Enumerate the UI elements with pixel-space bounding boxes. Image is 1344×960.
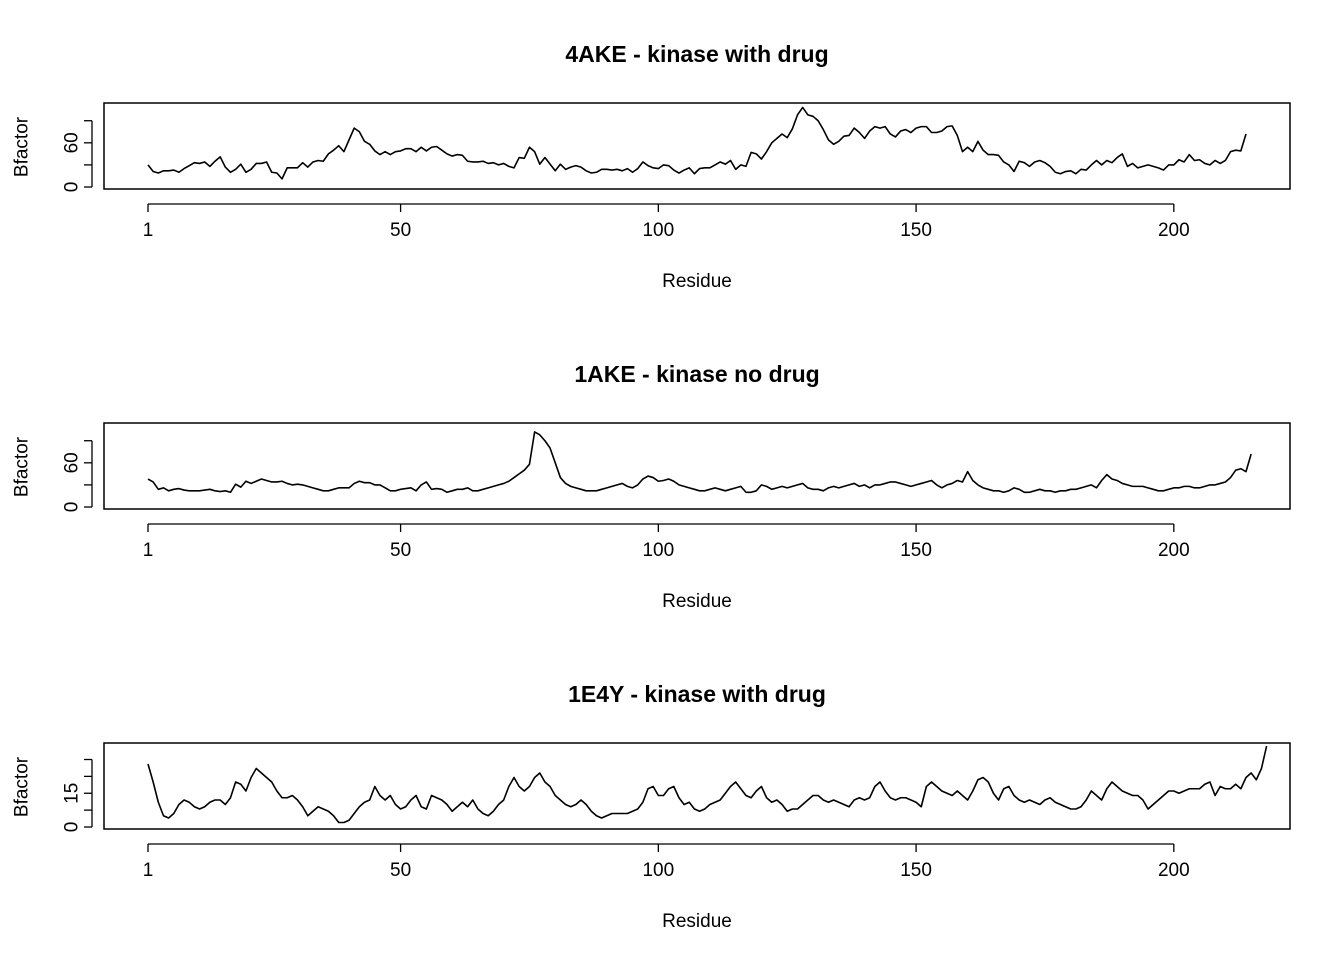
x-tick-label: 1 (143, 220, 154, 241)
y-tick-label: 0 (62, 182, 83, 193)
plot-title: 1E4Y - kinase with drug (568, 681, 826, 707)
x-tick-label: 50 (390, 860, 411, 881)
bfactor-series-line (147, 745, 1268, 824)
plot-frame (103, 102, 1291, 190)
x-tick-label: 50 (390, 540, 411, 561)
x-tick-label: 150 (900, 540, 932, 561)
x-tick-label: 150 (900, 220, 932, 241)
y-tick-label: 15 (62, 783, 83, 804)
x-axis-label: Residue (662, 911, 732, 932)
x-axis-label: Residue (662, 271, 732, 292)
plot-title: 1AKE - kinase no drug (574, 361, 819, 387)
x-tick-label: 100 (642, 860, 674, 881)
y-tick-label: 60 (62, 452, 83, 473)
x-tick-label: 1 (143, 860, 154, 881)
y-tick-label: 0 (62, 822, 83, 833)
x-tick-label: 1 (143, 540, 154, 561)
plot-title: 4AKE - kinase with drug (565, 41, 828, 67)
x-tick-label: 100 (642, 220, 674, 241)
x-tick-label: 200 (1158, 860, 1190, 881)
y-axis-label: Bfactor (12, 436, 33, 497)
y-axis-label: Bfactor (12, 756, 33, 817)
y-tick-label: 60 (62, 132, 83, 153)
x-tick-label: 150 (900, 860, 932, 881)
y-axis-label: Bfactor (12, 116, 33, 177)
y-tick-label: 0 (62, 502, 83, 513)
x-tick-label: 200 (1158, 540, 1190, 561)
x-axis-label: Residue (662, 591, 732, 612)
bfactor-series-line (147, 431, 1252, 494)
x-tick-label: 200 (1158, 220, 1190, 241)
x-tick-label: 50 (390, 220, 411, 241)
plot-frame (103, 422, 1291, 510)
x-tick-label: 100 (642, 540, 674, 561)
plot-frame (103, 742, 1291, 830)
bfactor-series-line (147, 106, 1247, 180)
